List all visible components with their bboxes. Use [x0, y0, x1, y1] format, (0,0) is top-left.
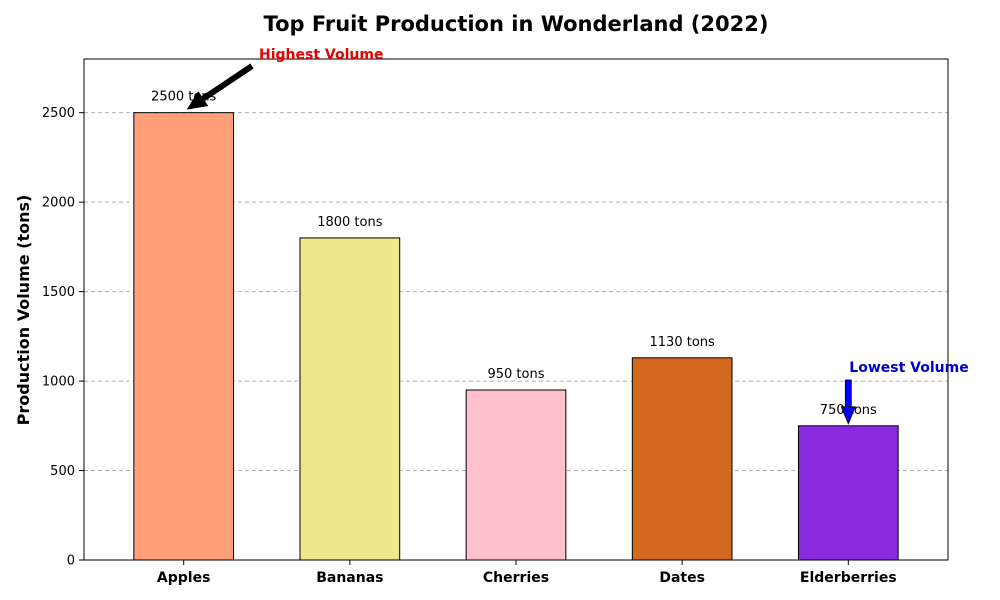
- y-tick-label: 500: [50, 464, 75, 479]
- data-label: 950 tons: [487, 367, 544, 382]
- y-tick-label: 0: [67, 554, 75, 569]
- data-label: 1130 tons: [650, 335, 716, 350]
- x-tick-label: Dates: [659, 570, 705, 586]
- highest-volume-arrow: [203, 66, 252, 99]
- bar-apples: [134, 113, 234, 560]
- y-tick-label: 2500: [42, 106, 75, 121]
- y-axis-label: Production Volume (tons): [14, 195, 33, 426]
- x-tick-label: Cherries: [483, 570, 549, 586]
- lowest-volume-arrow: [845, 380, 851, 407]
- x-tick-label: Apples: [157, 570, 211, 586]
- y-tick-label: 2000: [42, 196, 75, 211]
- highest-volume-annotation: Highest Volume: [259, 47, 383, 63]
- bars: [134, 113, 898, 560]
- bar-dates: [632, 358, 732, 560]
- x-tick-label: Elderberries: [800, 570, 897, 586]
- lowest-volume-annotation: Lowest Volume: [849, 360, 968, 376]
- x-tick-label: Bananas: [316, 570, 383, 586]
- data-label: 1800 tons: [317, 215, 383, 230]
- y-tick-label: 1000: [42, 375, 75, 390]
- chart-title: Top Fruit Production in Wonderland (2022…: [264, 12, 769, 36]
- bar-bananas: [300, 238, 400, 560]
- y-tick-label: 1500: [42, 285, 75, 300]
- bar-elderberries: [798, 426, 898, 560]
- bar-cherries: [466, 390, 566, 560]
